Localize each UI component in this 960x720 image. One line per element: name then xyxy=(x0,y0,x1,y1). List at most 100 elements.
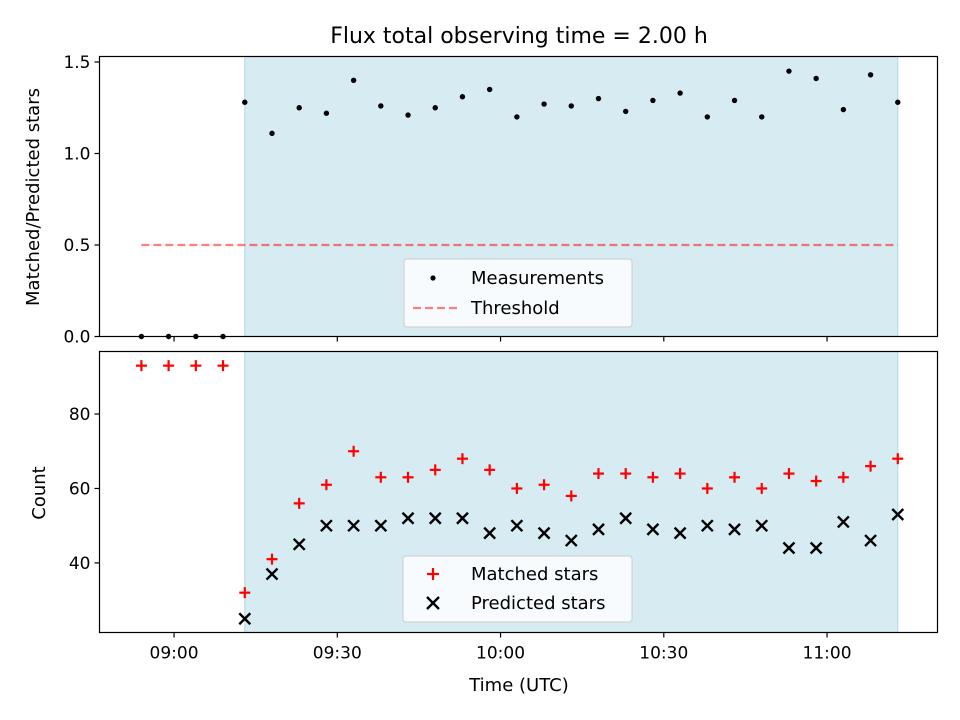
legend-measurements-marker xyxy=(430,275,436,281)
matched-star-marker xyxy=(135,360,147,372)
predicted-star-marker xyxy=(265,567,279,581)
top-axes-frame xyxy=(98,55,939,338)
measurement-point xyxy=(350,77,357,83)
legend-matched-marker xyxy=(427,568,439,580)
measurement-point xyxy=(459,94,466,100)
predicted-star-marker xyxy=(401,511,415,525)
matched-star-marker xyxy=(756,482,768,494)
chart-title: Flux total observing time = 2.00 h xyxy=(330,24,708,49)
matched-star-marker xyxy=(239,587,251,599)
predicted-star-marker xyxy=(646,523,660,536)
bottom-y-tick-label: 60 xyxy=(69,479,91,499)
bottom-y-tick-label: 40 xyxy=(69,554,91,574)
predicted-star-marker xyxy=(728,523,741,536)
bottom-x-axis: 09:00 09:30 10:00 10:30 11:00 xyxy=(150,632,852,664)
matched-star-marker xyxy=(592,468,604,480)
predicted-star-marker xyxy=(428,511,442,525)
matched-star-marker xyxy=(783,468,795,480)
measurement-point xyxy=(704,114,711,120)
matched-star-marker xyxy=(620,468,632,480)
measurement-point xyxy=(432,105,438,111)
bottom-axes-frame xyxy=(98,350,939,634)
predicted-star-marker xyxy=(292,537,306,551)
predicted-star-marker xyxy=(537,526,551,540)
predicted-stars-series xyxy=(238,508,905,626)
bottom-y-axis: 40 60 80 xyxy=(69,405,100,574)
matched-star-marker xyxy=(456,453,468,465)
measurement-point xyxy=(514,114,520,120)
predicted-star-marker xyxy=(374,519,388,533)
predicted-star-marker xyxy=(510,519,524,533)
matched-star-marker xyxy=(348,445,360,457)
predicted-star-marker xyxy=(782,541,796,555)
top-y-axis-label: Matched/Predicted stars xyxy=(23,88,44,306)
legend-matched-label: Matched stars xyxy=(471,564,598,585)
predicted-star-marker xyxy=(809,541,823,555)
bottom-legend: Matched stars Predicted stars xyxy=(402,555,633,623)
bottom-x-tick-label: 10:30 xyxy=(639,644,688,664)
matched-star-marker xyxy=(429,464,441,476)
top-legend: Measurements Threshold xyxy=(403,258,633,328)
matched-stars-series xyxy=(135,360,904,599)
legend-predicted-marker xyxy=(426,596,440,610)
bottom-x-tick-label: 09:00 xyxy=(150,644,199,664)
top-y-axis: 0.0 0.5 1.0 1.5 xyxy=(63,53,100,348)
measurement-point xyxy=(378,103,384,109)
bottom-x-axis-label: Time (UTC) xyxy=(468,675,569,696)
matched-star-marker xyxy=(892,453,904,465)
predicted-star-marker xyxy=(673,526,687,540)
matched-star-marker xyxy=(538,479,550,491)
matched-star-marker xyxy=(266,553,278,565)
legend-measurements-label: Measurements xyxy=(471,268,604,289)
bottom-x-tick-label: 09:30 xyxy=(313,644,362,664)
measurement-point xyxy=(759,114,765,120)
top-legend-box xyxy=(403,258,633,328)
matched-star-marker xyxy=(837,471,849,483)
measurement-point xyxy=(595,95,602,102)
bottom-panel: 40 60 80 09:00 09:30 10:00 10:30 11:00 Count T… xyxy=(29,350,939,696)
measurement-point xyxy=(813,75,819,82)
legend-predicted-label: Predicted stars xyxy=(471,593,605,614)
measurement-point xyxy=(405,112,411,118)
measurement-point xyxy=(840,106,847,113)
matched-star-marker xyxy=(674,468,686,480)
measurement-point xyxy=(731,97,738,104)
matched-star-marker xyxy=(217,360,229,372)
bottom-x-tick-label: 10:00 xyxy=(476,644,525,664)
predicted-star-marker xyxy=(564,534,578,547)
predicted-star-marker xyxy=(592,523,605,536)
measurement-point xyxy=(269,130,275,137)
predicted-star-marker xyxy=(347,519,360,533)
measurement-point xyxy=(486,86,493,93)
measurement-point xyxy=(242,99,248,105)
top-y-tick-label: 0.0 xyxy=(63,328,90,348)
top-panel: 0.0 0.5 1.0 1.5 Matched/Predicted stars Mea… xyxy=(23,53,939,348)
matched-star-marker xyxy=(647,471,659,483)
matched-star-marker xyxy=(190,360,202,372)
matched-star-marker xyxy=(701,482,713,494)
measurement-point xyxy=(541,101,547,107)
matched-star-marker xyxy=(729,471,741,483)
matched-star-marker xyxy=(511,482,523,494)
predicted-star-marker xyxy=(320,519,333,533)
predicted-star-marker xyxy=(755,519,769,533)
matched-star-marker xyxy=(375,471,387,483)
matched-star-marker xyxy=(320,479,332,491)
predicted-star-marker xyxy=(483,526,497,540)
bottom-y-axis-label: Count xyxy=(29,466,50,519)
measurement-point xyxy=(622,108,629,115)
matched-star-marker xyxy=(293,497,305,509)
bottom-y-tick-label: 80 xyxy=(69,405,91,425)
predicted-star-marker xyxy=(864,534,877,547)
predicted-star-marker xyxy=(619,511,633,525)
top-x-ticks xyxy=(173,336,828,342)
bottom-legend-box xyxy=(402,555,633,623)
measurement-point xyxy=(296,105,302,111)
top-y-tick-label: 1.5 xyxy=(63,53,90,73)
measurement-point xyxy=(568,103,574,109)
matched-star-marker xyxy=(163,360,175,372)
legend-threshold-label: Threshold xyxy=(470,298,560,319)
matched-star-marker xyxy=(810,475,822,487)
